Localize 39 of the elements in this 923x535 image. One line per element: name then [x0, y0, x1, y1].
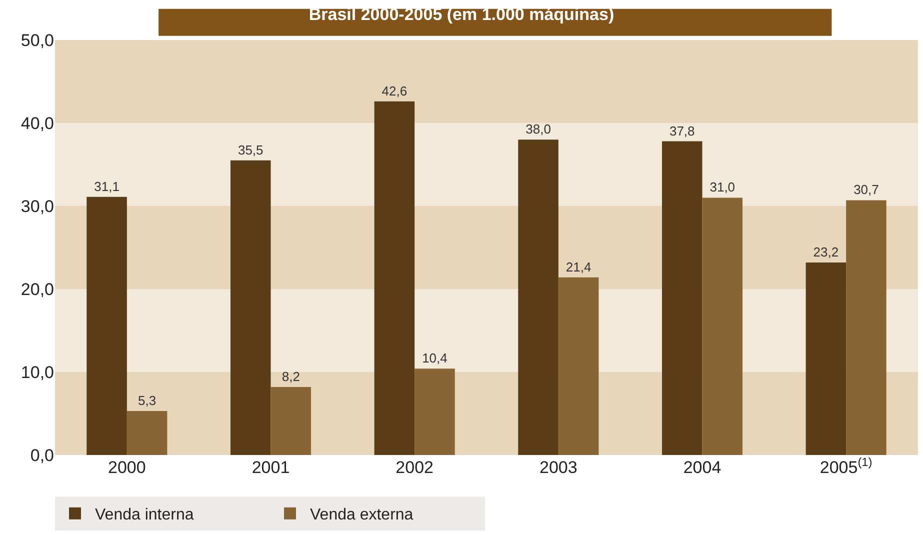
data-label: 21,4	[566, 259, 592, 274]
bar	[126, 411, 168, 455]
x-tick-label: 2003	[540, 458, 578, 477]
bar	[518, 140, 558, 455]
y-tick-label: 10,0	[20, 362, 54, 382]
y-tick-label: 30,0	[20, 196, 54, 216]
data-label: 5,3	[138, 393, 156, 408]
x-tick-label: 2000	[108, 458, 146, 477]
bar	[374, 101, 415, 455]
data-label: 23,2	[813, 244, 839, 260]
y-tick-label: 20,0	[20, 280, 54, 299]
bar	[806, 262, 846, 455]
data-label: 35,5	[238, 142, 264, 158]
data-label: 42,6	[382, 83, 408, 98]
bar	[414, 368, 455, 455]
data-label: 10,4	[422, 350, 448, 366]
y-tick-label: 0,0	[30, 446, 54, 465]
x-tick-label: 2005$^{(1)}$	[820, 454, 872, 477]
data-label: 31,1	[94, 178, 120, 194]
x-tick-label: 2002	[396, 458, 434, 477]
bar	[702, 198, 743, 455]
y-tick-label: 50,0	[20, 30, 54, 50]
y-tick-label: 40,0	[20, 114, 54, 133]
data-label: 37,8	[669, 123, 695, 138]
data-label: 30,7	[854, 182, 879, 198]
bar	[558, 277, 599, 455]
data-label: 31,0	[710, 180, 736, 195]
x-tick-label: 2001	[252, 458, 290, 477]
bar	[270, 386, 312, 455]
legend-label: Venda externa	[310, 506, 414, 524]
data-label: 8,2	[282, 368, 300, 384]
x-tick-label: 2004	[683, 458, 722, 477]
bar	[846, 200, 886, 455]
bar	[86, 196, 127, 455]
chart-title: Brasil 2000-2005 (em 1.000 máquinas)	[308, 4, 614, 24]
bar	[230, 160, 271, 455]
data-label: 38,0	[526, 122, 551, 137]
bar	[662, 141, 702, 455]
legend-label: Venda interna	[95, 506, 194, 524]
